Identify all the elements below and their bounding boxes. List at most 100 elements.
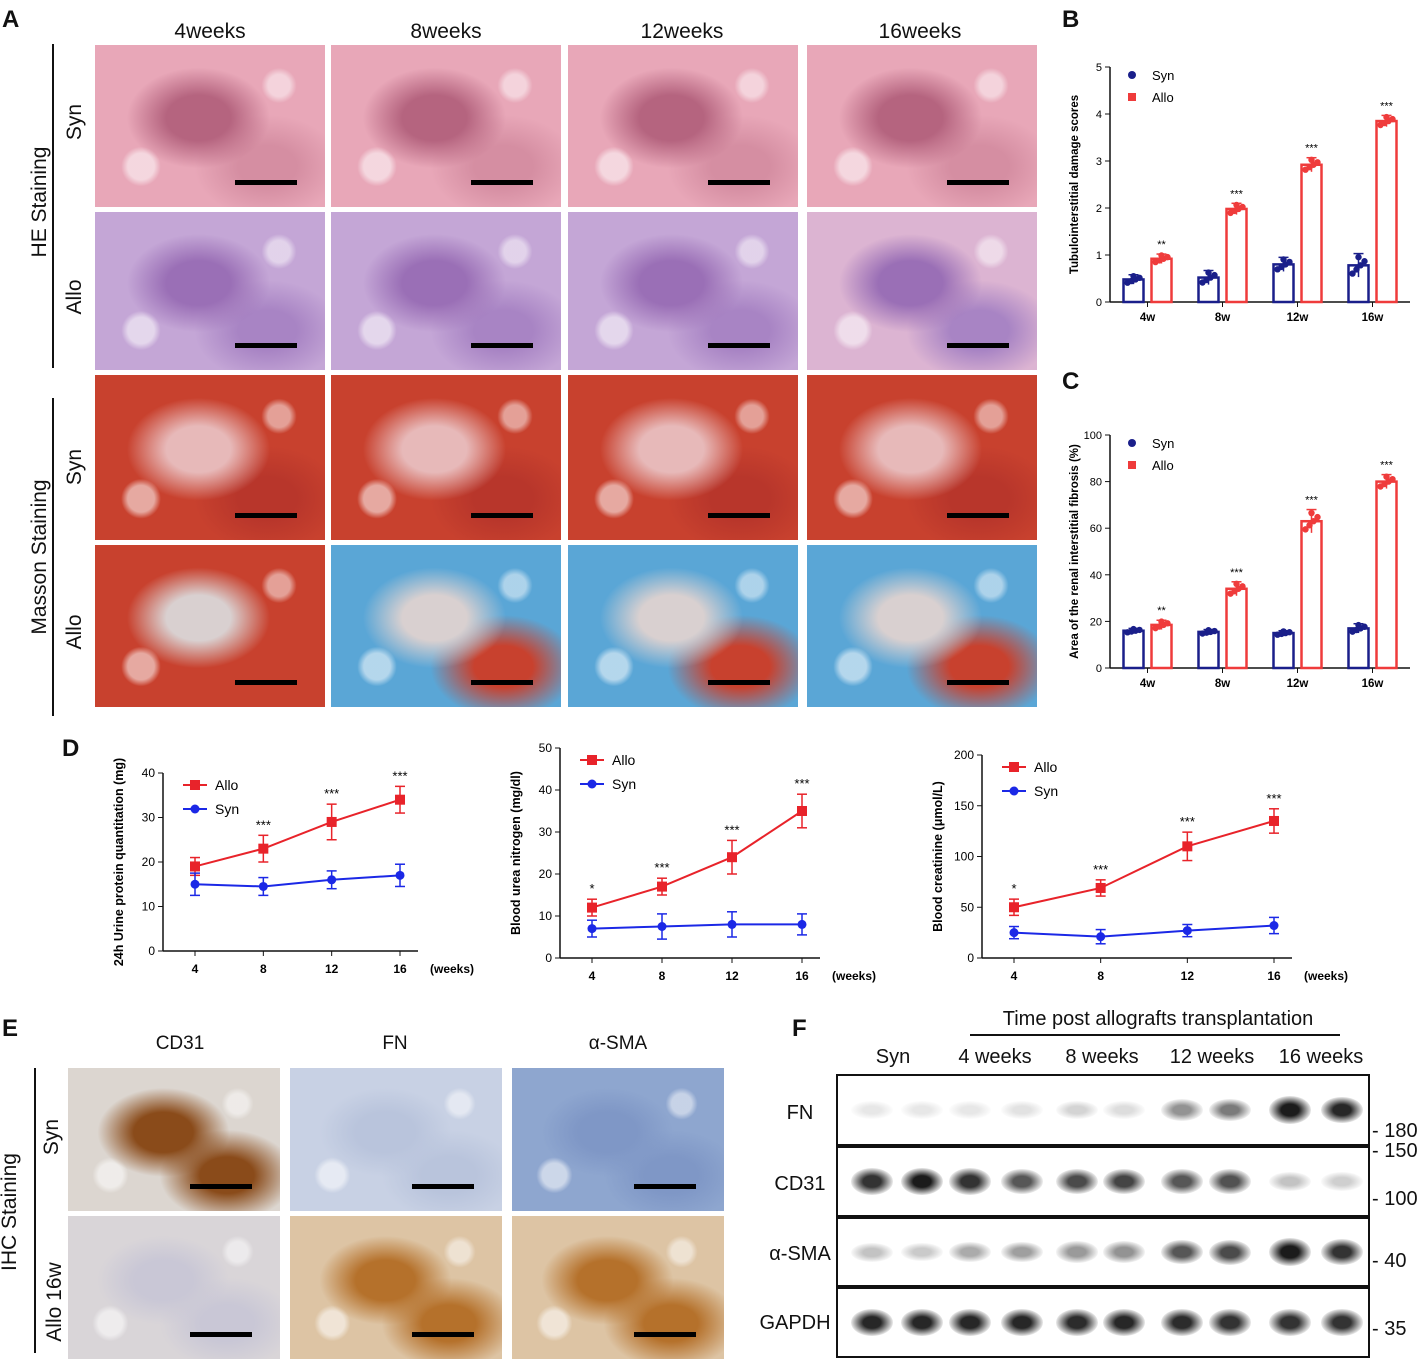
significance-label: *** <box>324 786 339 801</box>
x-tick-label: 12 <box>1181 969 1195 983</box>
scale-bar <box>947 180 1009 185</box>
y-tick-label: 40 <box>539 783 553 797</box>
wb-band <box>1269 1172 1311 1191</box>
data-point <box>1009 902 1019 913</box>
wb-band <box>1321 1309 1363 1336</box>
x-tick-label: 12 <box>325 962 339 976</box>
bar-allo <box>1375 119 1398 304</box>
x-tick-label: 8w <box>1215 678 1230 690</box>
wb-marker-150: - 150 <box>1372 1140 1418 1162</box>
scale-bar <box>412 1332 474 1337</box>
scale-bar <box>947 680 1009 685</box>
x-tick-label: 8 <box>659 969 666 983</box>
data-point <box>1389 475 1396 483</box>
significance-label: *** <box>256 817 271 832</box>
micrograph-e-r0-c0 <box>68 1068 280 1211</box>
ihc-col-fn: FN <box>382 1033 408 1054</box>
panel-label-A: A <box>2 6 20 33</box>
chart-panel-b: 0 1 2 3 4 5 Tubulointerstitial damage scores 4w… <box>1069 62 1410 324</box>
wb-band <box>1056 1309 1098 1336</box>
wb-band <box>1321 1172 1363 1191</box>
wb-band <box>949 1309 991 1336</box>
significance-label: *** <box>654 860 669 875</box>
bar-syn <box>1197 630 1220 670</box>
chart-panel-d2: 0 10 20 30 40 50 4 8 12 16 (weeks) Blood urea nitro… <box>509 741 876 983</box>
wb-marker-40: - 40 <box>1372 1250 1407 1272</box>
data-point <box>1211 271 1218 279</box>
micrograph-e-r0-c1 <box>290 1068 502 1211</box>
data-point <box>1383 113 1390 121</box>
y-tick-label: 20 <box>1090 616 1102 628</box>
legend-marker <box>1128 71 1136 79</box>
significance-label: * <box>589 881 594 896</box>
x-tick-label: 16w <box>1362 678 1384 690</box>
scale-bar <box>708 343 770 348</box>
x-unit-label: (weeks) <box>430 962 474 976</box>
x-tick-label: 4 <box>1011 969 1018 983</box>
wb-band <box>1209 1098 1251 1122</box>
data-point <box>1269 921 1279 931</box>
legend-label: Allo <box>215 777 239 793</box>
data-point <box>1233 580 1240 588</box>
legend-marker <box>190 780 200 790</box>
significance-label: ** <box>1157 239 1166 251</box>
wb-strip-0 <box>836 1074 1370 1146</box>
y-tick-label: 10 <box>539 909 553 923</box>
bar-allo <box>1150 623 1173 670</box>
data-point <box>1355 253 1362 261</box>
col-title-8weeks: 8weeks <box>410 20 482 43</box>
ihc-col-cd31: CD31 <box>155 1033 205 1054</box>
wb-band <box>1103 1101 1145 1119</box>
bar-allo <box>1300 519 1323 670</box>
x-tick-label: 12w <box>1287 312 1309 324</box>
legend-marker <box>587 755 597 765</box>
significance-label: *** <box>1380 460 1394 472</box>
y-tick-label: 3 <box>1096 156 1102 168</box>
y-tick-label: 20 <box>142 855 156 869</box>
data-point <box>395 870 405 880</box>
panel-label-D: D <box>62 735 80 762</box>
legend-label: Allo <box>1152 90 1174 105</box>
data-point <box>1355 621 1362 629</box>
ihc-staining-label: IHC Staining <box>0 1153 21 1271</box>
chart-panel-d1: 0 10 20 30 40 4 8 12 16 (weeks) 24h Urine protein … <box>112 758 474 976</box>
data-point <box>395 794 405 805</box>
legend-marker <box>1128 439 1136 447</box>
masson-staining-label: Masson Staining <box>28 479 51 635</box>
wb-band <box>1103 1241 1145 1263</box>
y-tick-label: 0 <box>967 951 974 965</box>
y-tick-label: 80 <box>1090 477 1102 489</box>
wb-strip-3 <box>836 1287 1370 1358</box>
ihc-bracket <box>34 1068 36 1353</box>
data-point <box>326 816 337 827</box>
bar-syn <box>1122 629 1145 670</box>
data-point <box>1130 272 1137 280</box>
scale-bar <box>947 513 1009 518</box>
scale-bar <box>708 680 770 685</box>
x-unit-label: (weeks) <box>1304 969 1348 983</box>
data-point <box>657 922 667 931</box>
data-point <box>1357 262 1364 269</box>
wb-band <box>1209 1169 1251 1194</box>
y-tick-label: 50 <box>961 900 975 914</box>
wb-lane-12w: 12 weeks <box>1169 1046 1255 1068</box>
micrograph-e-r1-c1 <box>290 1216 502 1359</box>
wb-band <box>1103 1309 1145 1336</box>
legend-label: Allo <box>1034 759 1058 775</box>
scale-bar <box>708 513 770 518</box>
wb-band <box>1001 1169 1043 1194</box>
legend-label: Syn <box>612 776 636 792</box>
wb-band <box>1269 1096 1311 1124</box>
wb-lane-8w: 8 weeks <box>1065 1046 1139 1068</box>
y-tick-label: 40 <box>1090 570 1102 582</box>
panel-label-F: F <box>792 1015 807 1042</box>
scale-bar <box>190 1332 252 1337</box>
data-point <box>1239 203 1246 211</box>
x-tick-label: 8 <box>1097 969 1104 983</box>
significance-label: *** <box>1305 495 1319 507</box>
x-tick-label: 12w <box>1287 678 1309 690</box>
micrograph-a-r0-c0 <box>95 45 325 207</box>
data-point <box>1280 628 1287 635</box>
wb-marker-35: - 35 <box>1372 1318 1407 1340</box>
